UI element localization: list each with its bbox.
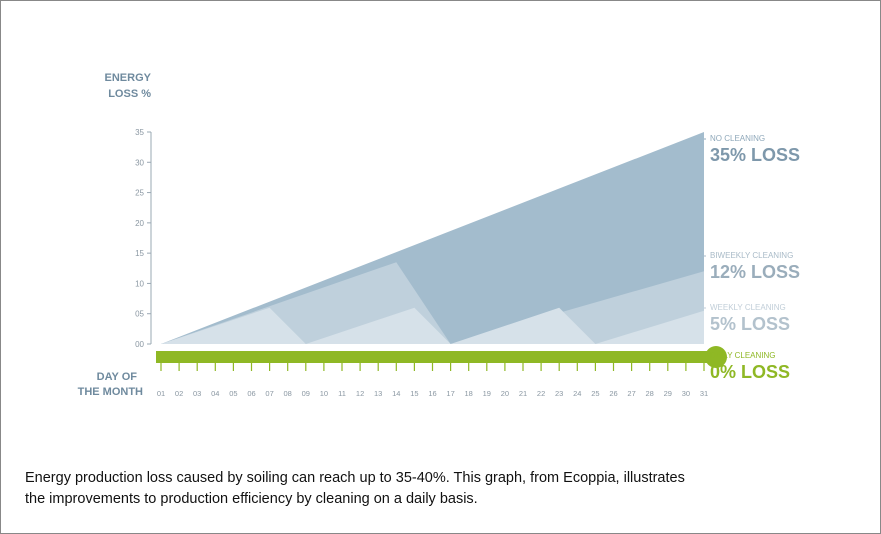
x-tick-label: 08 <box>284 389 292 398</box>
x-tick-label: 23 <box>555 389 563 398</box>
weekly-cleaning-value: 5% LOSS <box>710 314 790 334</box>
y-tick-label: 10 <box>135 279 144 288</box>
x-tick-label: 14 <box>392 389 400 398</box>
x-tick-label: 19 <box>483 389 491 398</box>
x-tick-label: 02 <box>175 389 183 398</box>
x-tick-label: 21 <box>519 389 527 398</box>
x-tick-label: 15 <box>410 389 418 398</box>
x-axis: 01 02 03 04 05 06 07 08 09 10 11 12 13 14 15 16 17 18 19 20… <box>156 346 727 398</box>
x-tick-label: 27 <box>627 389 635 398</box>
y-tick-label: 30 <box>135 158 144 167</box>
biweekly-cleaning-value: 12% LOSS <box>710 262 800 282</box>
daily-cleaning-end-dot <box>705 346 727 368</box>
no-cleaning-label: NO CLEANING <box>710 134 765 143</box>
x-tick-label: 07 <box>265 389 273 398</box>
x-tick-label: 25 <box>591 389 599 398</box>
x-tick-label: 24 <box>573 389 581 398</box>
x-axis-title-line2: THE MONTH <box>78 386 143 398</box>
area-no-cleaning <box>161 132 704 344</box>
daily-cleaning-label: DAILY CLEANING <box>710 351 776 360</box>
x-axis-title-line1: DAY OF <box>97 371 138 383</box>
caption-line-2: the improvements to production efficienc… <box>25 491 478 507</box>
x-tick-label: 03 <box>193 389 201 398</box>
y-tick-label: 25 <box>135 189 144 198</box>
x-tick-label: 26 <box>609 389 617 398</box>
weekly-cleaning-label: WEEKLY CLEANING <box>710 303 786 312</box>
daily-cleaning-value: 0% LOSS <box>710 362 790 382</box>
y-tick-label: 15 <box>135 249 144 258</box>
x-tick-label: 04 <box>211 389 219 398</box>
x-tick-label: 09 <box>302 389 310 398</box>
x-tick-label: 18 <box>465 389 473 398</box>
x-tick-label: 11 <box>338 389 346 398</box>
x-tick-label: 13 <box>374 389 382 398</box>
x-tick-label: 06 <box>247 389 255 398</box>
area-weekly-cleaning <box>161 307 704 344</box>
x-tick-label: 17 <box>446 389 454 398</box>
y-tick-label: 05 <box>135 310 144 319</box>
y-tick-label: 00 <box>135 340 144 349</box>
biweekly-cleaning-label: BIWEEKLY CLEANING <box>710 251 793 260</box>
x-tick-label: 30 <box>682 389 690 398</box>
chart-areas <box>161 132 704 344</box>
energy-loss-chart: 35 30 25 20 15 10 05 00 01 02 03 04 05 06 07 08 09 10 11 1… <box>78 72 800 398</box>
x-tick-label: 29 <box>664 389 672 398</box>
x-tick-label: 16 <box>428 389 436 398</box>
x-tick-label: 22 <box>537 389 545 398</box>
figure-caption: Energy production loss caused by soiling… <box>25 468 870 510</box>
y-axis-title-line2: LOSS % <box>108 88 151 100</box>
daily-cleaning-bar <box>156 351 715 363</box>
caption-line-1: Energy production loss caused by soiling… <box>25 470 685 486</box>
y-axis: 35 30 25 20 15 10 05 00 <box>135 128 152 349</box>
y-tick-label: 35 <box>135 128 144 137</box>
y-axis-title-line1: ENERGY <box>105 72 152 84</box>
x-tick-label: 28 <box>646 389 654 398</box>
x-tick-label: 10 <box>320 389 328 398</box>
x-tick-label: 12 <box>356 389 364 398</box>
x-tick-label: 05 <box>229 389 237 398</box>
y-tick-label: 20 <box>135 219 144 228</box>
x-tick-label: 01 <box>157 389 165 398</box>
no-cleaning-value: 35% LOSS <box>710 145 800 165</box>
x-tick-label: 31 <box>700 389 708 398</box>
x-tick-label: 20 <box>501 389 509 398</box>
series-labels: NO CLEANING 35% LOSS BIWEEKLY CLEANING 12% … <box>704 134 800 382</box>
